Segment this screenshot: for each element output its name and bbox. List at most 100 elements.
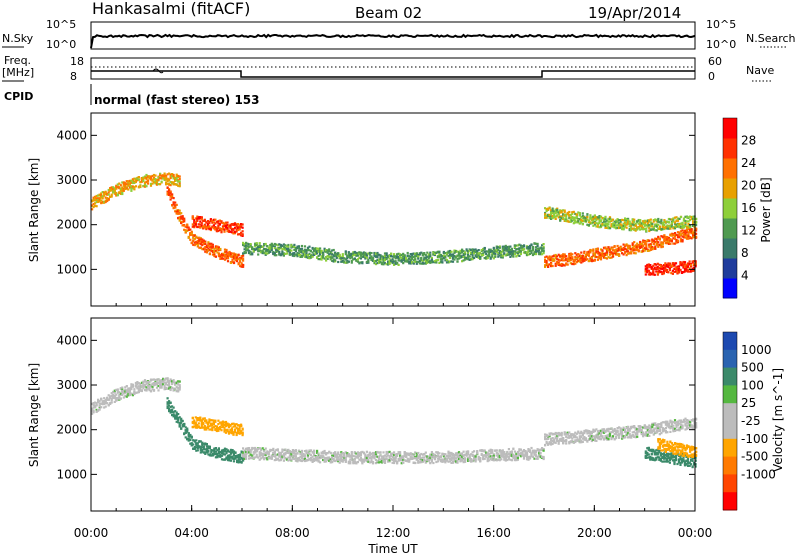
data-cell: [562, 254, 565, 258]
data-cell: [98, 200, 101, 203]
data-cell: [471, 255, 474, 259]
data-cell: [317, 459, 320, 462]
data-cell: [607, 256, 610, 259]
data-cell: [242, 458, 245, 461]
data-cell: [193, 439, 196, 442]
data-cell: [528, 252, 532, 255]
data-cell: [178, 212, 181, 215]
data-cell: [223, 230, 226, 233]
data-cell: [121, 393, 124, 396]
data-cell: [270, 454, 273, 457]
data-cell: [186, 428, 189, 431]
freq-left-tick-top: 18: [70, 55, 84, 68]
data-cell: [627, 252, 630, 255]
data-cell: [571, 253, 574, 256]
data-cell: [550, 217, 553, 220]
data-cell: [118, 394, 121, 397]
data-cell: [580, 251, 583, 254]
data-cell: [309, 250, 313, 253]
data-cell: [191, 223, 194, 226]
data-cell: [299, 251, 302, 254]
data-cell: [534, 253, 538, 256]
data-cell: [673, 270, 676, 273]
data-cell: [673, 262, 676, 265]
data-cell: [489, 257, 492, 260]
noise-left-label: N.Sky: [2, 32, 34, 45]
data-cell: [331, 259, 334, 262]
data-cell: [175, 390, 178, 393]
data-cell: [320, 451, 323, 455]
data-cell: [628, 220, 631, 223]
data-cell: [616, 226, 619, 229]
data-cell: [281, 450, 284, 453]
data-cell: [513, 250, 516, 253]
data-cell: [208, 228, 211, 231]
data-cell: [412, 262, 415, 265]
data-cell: [649, 248, 652, 251]
data-cell: [145, 386, 148, 389]
data-cell: [356, 254, 359, 257]
data-cell: [630, 226, 633, 229]
data-cell: [193, 220, 196, 223]
data-cell: [251, 456, 254, 459]
data-cell: [195, 242, 198, 245]
data-cell: [461, 248, 464, 251]
data-cell: [190, 442, 193, 445]
data-cell: [583, 220, 586, 223]
data-cell: [175, 385, 178, 389]
data-cell: [666, 242, 669, 245]
data-cell: [258, 250, 261, 253]
data-cell: [214, 420, 217, 423]
data-cell: [580, 254, 583, 258]
data-cell: [551, 255, 554, 258]
data-cell: [610, 218, 613, 221]
data-cell: [441, 257, 444, 260]
data-cell: [488, 255, 491, 258]
data-cell: [690, 263, 693, 266]
data-cell: [189, 228, 192, 231]
data-cell: [219, 257, 222, 260]
data-cell: [128, 393, 131, 397]
data-cell: [657, 235, 660, 238]
data-cell: [197, 417, 200, 420]
data-cell: [673, 264, 676, 267]
data-cell: [642, 220, 645, 223]
data-cell: [198, 445, 201, 448]
data-cell: [190, 232, 193, 235]
data-cell: [589, 216, 592, 219]
data-cell: [249, 450, 252, 453]
data-cell: [296, 458, 299, 461]
data-cell: [553, 212, 556, 215]
data-cell: [660, 246, 663, 249]
data-cell: [168, 193, 171, 196]
data-cell: [211, 253, 214, 256]
data-cell: [461, 260, 464, 263]
data-cell: [282, 252, 285, 255]
data-cell: [604, 218, 607, 221]
data-cell: [365, 458, 368, 461]
data-cell: [175, 209, 178, 212]
data-cell: [296, 245, 299, 248]
data-cell: [240, 262, 243, 265]
data-cell: [186, 226, 189, 229]
data-cell: [602, 223, 606, 226]
data-cell: [350, 256, 353, 259]
data-cell: [610, 247, 613, 250]
data-cell: [598, 251, 601, 255]
data-cell: [218, 421, 221, 424]
data-cell: [189, 434, 192, 437]
data-cell: [237, 257, 240, 260]
data-cell: [685, 228, 689, 231]
data-cell: [181, 216, 184, 219]
data-cell: [316, 247, 319, 250]
data-cell: [288, 456, 291, 459]
data-cell: [645, 220, 648, 223]
data-cell: [203, 419, 206, 422]
data-cell: [329, 460, 332, 463]
data-cell: [98, 404, 101, 407]
data-cell: [504, 254, 507, 257]
data-cell: [356, 253, 359, 256]
data-cell: [438, 253, 441, 256]
data-cell: [387, 255, 390, 258]
data-cell: [412, 259, 415, 262]
